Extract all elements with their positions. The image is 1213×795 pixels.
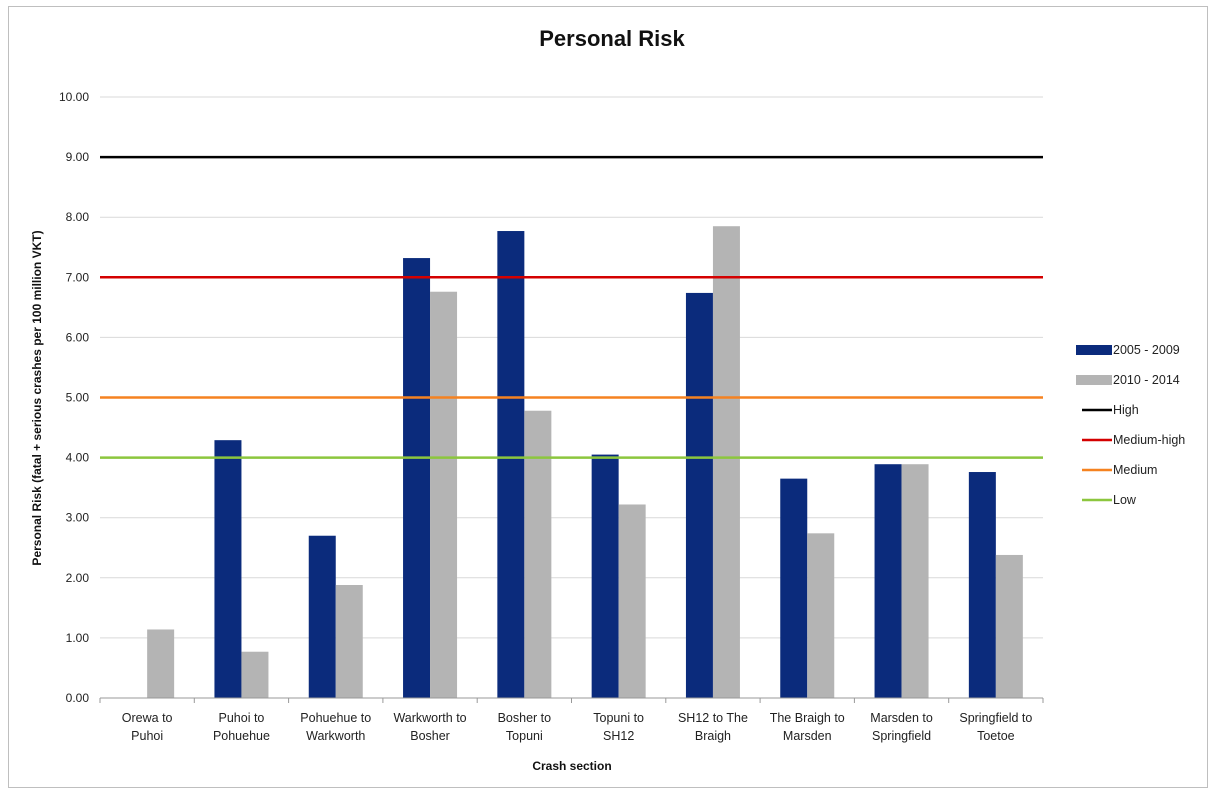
x-category-label: Marsden to (870, 711, 933, 725)
chart-title: Personal Risk (539, 26, 685, 51)
x-axis-categories: Orewa to Puhoi Puhoi to Pohuehue Pohuehue to… (122, 711, 1033, 743)
x-category-label: SH12 (603, 729, 634, 743)
x-category-label: Orewa to (122, 711, 173, 725)
bar-series-1 (214, 440, 242, 698)
x-category-label: SH12 to The (678, 711, 748, 725)
bar-series-1 (968, 472, 996, 698)
y-tick-label: 0.00 (66, 691, 90, 705)
bar-series-1 (685, 292, 713, 698)
y-tick-label: 6.00 (66, 330, 90, 344)
x-category-label: Springfield (872, 729, 931, 743)
bars (99, 226, 1044, 703)
y-tick-label: 1.00 (66, 631, 90, 645)
bar-series-2 (524, 410, 552, 698)
x-category-label: Topuni (506, 729, 543, 743)
x-category-label: Warkworth (306, 729, 365, 743)
x-category-label: Bosher (410, 729, 450, 743)
legend-swatch (1076, 375, 1112, 385)
x-category-label: Toetoe (977, 729, 1015, 743)
x-category-label: Topuni to (593, 711, 644, 725)
bar-series-2 (147, 629, 175, 698)
y-axis-title: Personal Risk (fatal + serious crashes p… (30, 230, 44, 565)
x-category-label: Springfield to (959, 711, 1032, 725)
y-tick-label: 5.00 (66, 391, 90, 405)
legend-label: Medium-high (1113, 433, 1185, 447)
bar-series-2 (901, 464, 929, 698)
bar-series-2 (712, 226, 740, 698)
legend-label: High (1113, 403, 1139, 417)
y-tick-label: 7.00 (66, 270, 90, 284)
bar-series-2 (241, 651, 269, 698)
bar-series-1 (591, 454, 619, 698)
y-tick-label: 8.00 (66, 210, 90, 224)
x-category-label: Braigh (695, 729, 731, 743)
bar-series-1 (308, 535, 336, 698)
x-category-label: Bosher to (498, 711, 552, 725)
legend-label: 2010 - 2014 (1113, 373, 1180, 387)
bar-series-1 (780, 478, 808, 698)
bar-series-1 (874, 464, 902, 698)
bar-series-2 (430, 291, 458, 698)
bar-series-1 (403, 258, 431, 698)
legend-label: Low (1113, 493, 1137, 507)
bar-series-2 (807, 533, 835, 698)
legend-label: 2005 - 2009 (1113, 343, 1180, 357)
x-category-label: Puhoi (131, 729, 163, 743)
legend-label: Medium (1113, 463, 1157, 477)
y-tick-label: 4.00 (66, 451, 90, 465)
x-category-label: Warkworth to (393, 711, 466, 725)
y-tick-label: 10.00 (59, 90, 89, 104)
legend: 2005 - 2009 2010 - 2014 High Medium-high Med… (1076, 343, 1185, 507)
legend-swatch (1076, 345, 1112, 355)
reference-lines (100, 155, 1043, 459)
y-tick-label: 3.00 (66, 511, 90, 525)
x-category-label: Pohuehue to (300, 711, 371, 725)
x-category-label: Marsden (783, 729, 832, 743)
y-tick-label: 9.00 (66, 150, 90, 164)
x-axis-title: Crash section (532, 759, 611, 773)
x-category-label: The Braigh to (770, 711, 845, 725)
bar-series-1 (497, 231, 525, 698)
bar-series-2 (618, 504, 646, 698)
bar-series-2 (995, 554, 1023, 698)
bar-series-2 (335, 585, 363, 698)
y-axis-ticks: 0.00 1.00 2.00 3.00 4.00 5.00 6.00 7.00 8.00 9.00… (59, 90, 89, 705)
x-category-label: Puhoi to (219, 711, 265, 725)
x-category-label: Pohuehue (213, 729, 270, 743)
y-tick-label: 2.00 (66, 571, 90, 585)
